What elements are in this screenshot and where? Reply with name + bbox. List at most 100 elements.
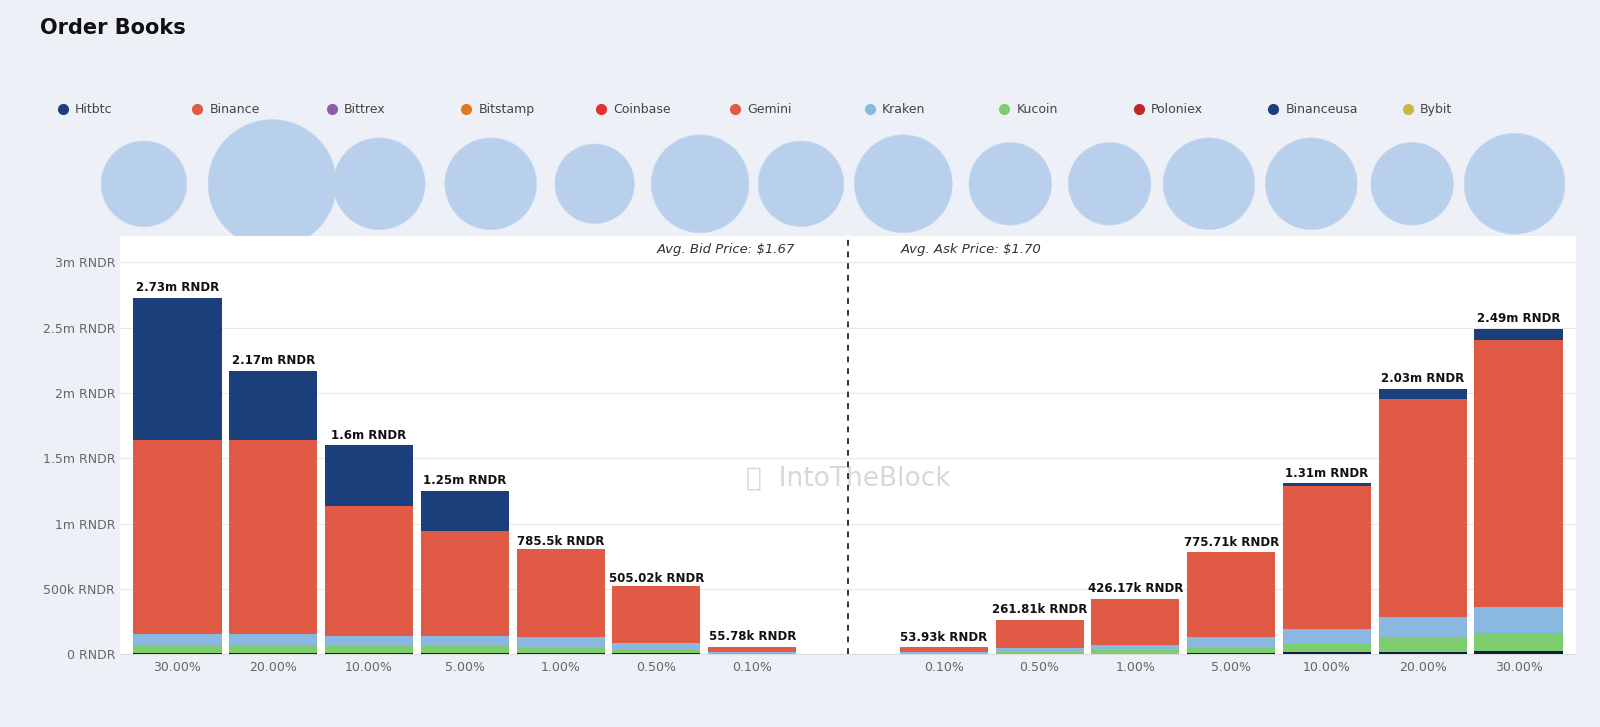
Bar bbox=[133, 297, 221, 441]
Bar bbox=[325, 506, 413, 635]
Bar bbox=[517, 637, 605, 647]
Bar bbox=[421, 653, 509, 654]
Ellipse shape bbox=[555, 144, 634, 223]
Bar bbox=[325, 653, 413, 654]
Bar bbox=[421, 646, 509, 653]
Ellipse shape bbox=[1163, 138, 1254, 230]
Bar bbox=[517, 550, 605, 637]
Text: ⧆  IntoTheBlock: ⧆ IntoTheBlock bbox=[746, 466, 950, 491]
Bar bbox=[613, 585, 701, 643]
Ellipse shape bbox=[970, 142, 1051, 225]
Text: Bittrex: Bittrex bbox=[344, 103, 386, 116]
Bar bbox=[995, 651, 1083, 654]
Bar bbox=[1187, 553, 1275, 638]
Ellipse shape bbox=[651, 135, 749, 233]
Text: 2.17m RNDR: 2.17m RNDR bbox=[232, 354, 315, 367]
Bar bbox=[421, 635, 509, 646]
Text: Avg. Bid Price: $1.67: Avg. Bid Price: $1.67 bbox=[658, 243, 795, 256]
Bar bbox=[1475, 632, 1563, 651]
Bar bbox=[1187, 653, 1275, 654]
Text: Binanceusa: Binanceusa bbox=[1285, 103, 1358, 116]
Bar bbox=[325, 646, 413, 653]
Bar bbox=[709, 652, 797, 654]
Ellipse shape bbox=[445, 138, 536, 230]
Bar bbox=[517, 653, 605, 654]
Text: 785.5k RNDR: 785.5k RNDR bbox=[517, 535, 605, 548]
Text: Bitstamp: Bitstamp bbox=[478, 103, 534, 116]
Text: 2.49m RNDR: 2.49m RNDR bbox=[1477, 313, 1560, 326]
Bar bbox=[1283, 643, 1371, 652]
Bar bbox=[517, 647, 605, 653]
Bar bbox=[709, 647, 797, 652]
Text: 1.6m RNDR: 1.6m RNDR bbox=[331, 429, 406, 441]
Text: 2.03m RNDR: 2.03m RNDR bbox=[1381, 372, 1464, 385]
Ellipse shape bbox=[1069, 142, 1150, 225]
Bar bbox=[229, 634, 317, 646]
Bar bbox=[133, 646, 221, 653]
Bar bbox=[133, 653, 221, 654]
Text: 55.78k RNDR: 55.78k RNDR bbox=[709, 630, 795, 643]
Bar bbox=[899, 653, 987, 654]
Bar bbox=[1475, 340, 1563, 607]
Text: 53.93k RNDR: 53.93k RNDR bbox=[901, 630, 987, 643]
Text: Avg. Ask Price: $1.70: Avg. Ask Price: $1.70 bbox=[901, 243, 1042, 256]
Bar bbox=[1379, 616, 1467, 638]
Bar bbox=[229, 371, 317, 441]
Bar bbox=[613, 649, 701, 653]
Bar bbox=[1283, 629, 1371, 643]
Text: 775.71k RNDR: 775.71k RNDR bbox=[1184, 537, 1278, 550]
Ellipse shape bbox=[208, 120, 336, 248]
Ellipse shape bbox=[1464, 133, 1565, 234]
Bar bbox=[1187, 638, 1275, 647]
Bar bbox=[1187, 647, 1275, 653]
Bar bbox=[1379, 389, 1467, 398]
Ellipse shape bbox=[333, 138, 426, 230]
Text: Order Books: Order Books bbox=[40, 18, 186, 39]
Text: Bybit: Bybit bbox=[1419, 103, 1453, 116]
Bar bbox=[325, 445, 413, 506]
Bar bbox=[995, 620, 1083, 648]
Bar bbox=[1475, 329, 1563, 340]
Text: Binance: Binance bbox=[210, 103, 259, 116]
Ellipse shape bbox=[1266, 138, 1357, 230]
Bar bbox=[1283, 486, 1371, 629]
Bar bbox=[421, 531, 509, 635]
Bar bbox=[1091, 645, 1179, 650]
Text: 426.17k RNDR: 426.17k RNDR bbox=[1088, 582, 1182, 595]
Bar bbox=[229, 653, 317, 654]
Bar bbox=[133, 441, 221, 634]
Text: 2.73m RNDR: 2.73m RNDR bbox=[136, 281, 219, 294]
Bar bbox=[421, 491, 509, 531]
Ellipse shape bbox=[101, 141, 187, 227]
Text: 1.25m RNDR: 1.25m RNDR bbox=[422, 474, 507, 487]
Bar bbox=[899, 647, 987, 653]
Text: 261.81k RNDR: 261.81k RNDR bbox=[992, 603, 1088, 616]
Bar bbox=[1475, 607, 1563, 632]
Bar bbox=[1475, 651, 1563, 654]
Ellipse shape bbox=[854, 135, 952, 233]
Bar bbox=[1283, 652, 1371, 654]
Text: Hitbtc: Hitbtc bbox=[75, 103, 112, 116]
Bar bbox=[613, 643, 701, 649]
Bar bbox=[229, 441, 317, 634]
Ellipse shape bbox=[1371, 142, 1453, 225]
Bar bbox=[229, 646, 317, 653]
Text: Kraken: Kraken bbox=[882, 103, 925, 116]
Text: 1.31m RNDR: 1.31m RNDR bbox=[1285, 467, 1368, 480]
Bar bbox=[133, 634, 221, 646]
Bar bbox=[1379, 398, 1467, 616]
Bar bbox=[325, 635, 413, 646]
Text: Gemini: Gemini bbox=[747, 103, 792, 116]
Ellipse shape bbox=[758, 141, 843, 227]
Bar bbox=[995, 648, 1083, 651]
Text: 505.02k RNDR: 505.02k RNDR bbox=[608, 571, 704, 585]
Text: Poloniex: Poloniex bbox=[1150, 103, 1203, 116]
Text: Kucoin: Kucoin bbox=[1016, 103, 1058, 116]
Bar bbox=[1379, 638, 1467, 651]
Bar bbox=[1283, 483, 1371, 486]
Bar bbox=[1379, 651, 1467, 654]
Bar bbox=[613, 653, 701, 654]
Text: Coinbase: Coinbase bbox=[613, 103, 670, 116]
Bar bbox=[1091, 650, 1179, 654]
Bar bbox=[1091, 598, 1179, 645]
